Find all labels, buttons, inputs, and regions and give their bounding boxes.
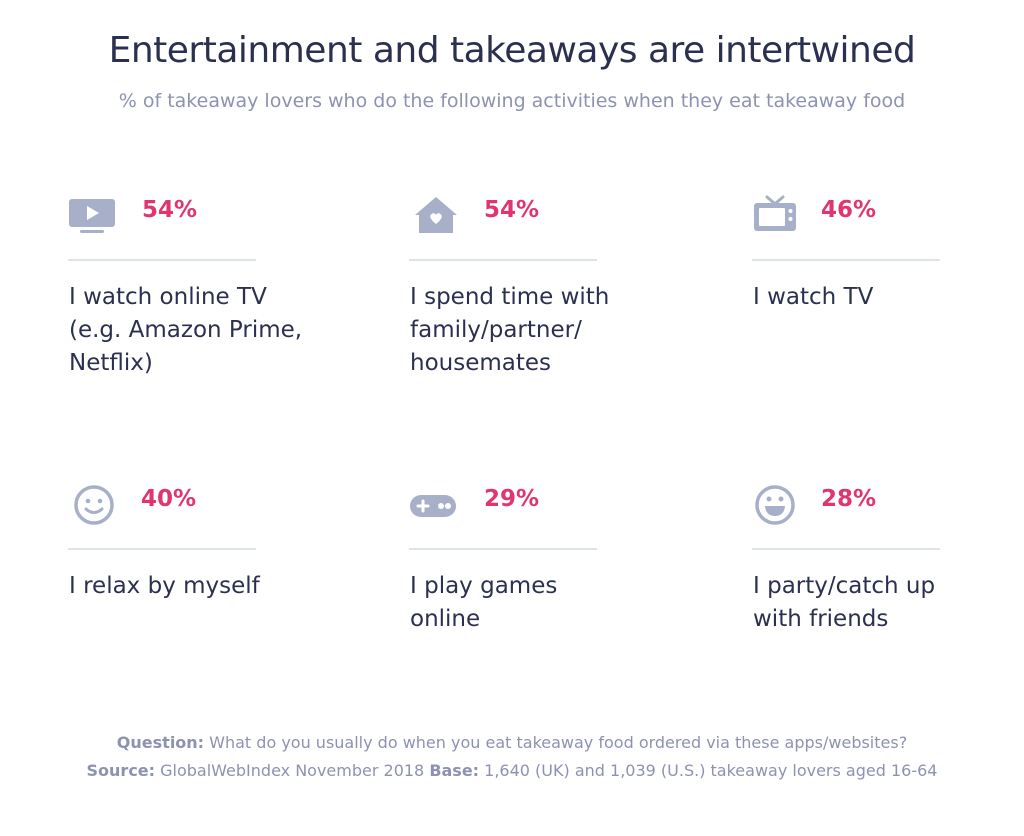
divider — [68, 259, 256, 261]
question-text: What do you usually do when you eat take… — [204, 733, 908, 752]
stat-label-line: Netflix) — [69, 350, 153, 376]
stat-label: I spend time with family/partner/ housem… — [410, 281, 670, 380]
stat-label: I watch online TV (e.g. Amazon Prime, Ne… — [69, 281, 329, 380]
stat-label-line: I play games — [410, 573, 558, 599]
tv-set-icon — [752, 195, 802, 235]
house-heart-icon — [409, 195, 459, 235]
stat-percentage: 29% — [484, 486, 540, 512]
stat-label-line: online — [410, 606, 481, 632]
divider — [68, 548, 256, 550]
stat-label: I play games online — [410, 570, 670, 636]
stat-label-line: family/partner/ — [410, 317, 582, 343]
stat-percentage: 28% — [821, 486, 877, 512]
stat-label-line: I party/catch up — [753, 573, 936, 599]
stat-label: I watch TV — [753, 281, 1013, 314]
source-text: GlobalWebIndex November 2018 — [155, 761, 430, 780]
gamepad-icon — [409, 484, 459, 524]
stat-label-line: housemates — [410, 350, 552, 376]
footer-question: Question: What do you usually do when yo… — [0, 733, 1024, 752]
chart-title: Entertainment and takeaways are intertwi… — [108, 30, 916, 71]
base-label: Base: — [429, 761, 480, 780]
stat-label: I relax by myself — [69, 570, 329, 603]
source-label: Source: — [86, 761, 156, 780]
stat-label-line: I relax by myself — [69, 573, 260, 599]
stat-label-line: I watch online TV — [69, 284, 267, 310]
base-text: 1,640 (UK) and 1,039 (U.S.) takeaway lov… — [479, 761, 938, 780]
online-tv-play-icon — [68, 195, 118, 235]
grinning-face-icon — [752, 484, 802, 525]
stat-label-line: I spend time with — [410, 284, 610, 310]
stat-label-line: I watch TV — [753, 284, 874, 310]
divider — [752, 548, 940, 550]
stat-percentage: 54% — [142, 197, 198, 223]
footer-source: Source: GlobalWebIndex November 2018 Bas… — [0, 761, 1024, 780]
stat-percentage: 40% — [141, 486, 197, 512]
divider — [409, 259, 597, 261]
smiley-face-icon — [68, 484, 118, 525]
chart-subtitle: % of takeaway lovers who do the followin… — [118, 90, 906, 112]
divider — [409, 548, 597, 550]
stat-label: I party/catch up with friends — [753, 570, 1013, 636]
stat-percentage: 46% — [821, 197, 877, 223]
stat-label-line: with friends — [753, 606, 889, 632]
stat-percentage: 54% — [484, 197, 540, 223]
question-label: Question: — [116, 733, 205, 752]
divider — [752, 259, 940, 261]
stat-label-line: (e.g. Amazon Prime, — [69, 317, 303, 343]
